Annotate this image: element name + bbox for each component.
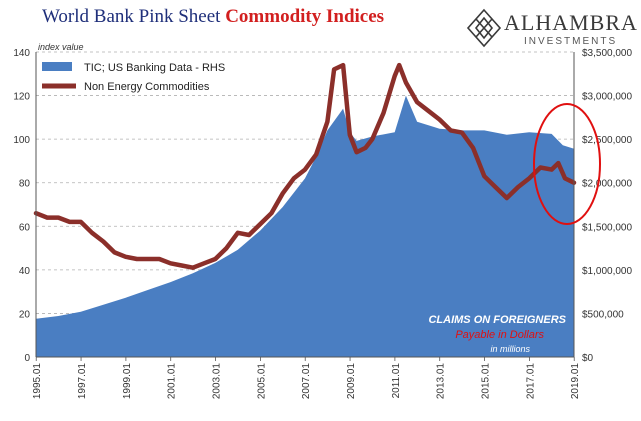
series-line-non-energy [33, 62, 577, 270]
left-tick-label: 120 [13, 92, 30, 103]
x-tick-label: 2007.01 [301, 363, 312, 400]
right-tick-label: $1,500,000 [582, 222, 632, 233]
legend-swatch-area [42, 62, 72, 71]
x-tick-label: 2015.01 [481, 363, 492, 400]
x-tick-label: 2001.01 [167, 363, 178, 400]
left-tick-label: 140 [13, 48, 30, 59]
x-tick-label: 2003.01 [212, 363, 223, 400]
x-tick-label: 2009.01 [346, 363, 357, 400]
left-tick-label: 100 [13, 135, 30, 146]
left-axis-label: index value [38, 42, 84, 52]
legend-label-line: Non Energy Commodities [84, 81, 210, 93]
x-tick-label: 2019.01 [570, 363, 581, 400]
right-tick-label: $3,000,000 [582, 92, 632, 103]
brand-name: ALHAMBRA [504, 10, 638, 35]
brand-subtitle: INVESTMENTS [524, 36, 618, 47]
chart-title: World Bank Pink Sheet Commodity Indices [42, 6, 384, 28]
x-tick-label: 1999.01 [122, 363, 133, 400]
series-area-tic [36, 95, 574, 357]
left-tick-label: 20 [19, 309, 31, 320]
annotation-line3: in millions [490, 344, 530, 354]
annotation-line2: Payable in Dollars [455, 329, 544, 341]
x-tick-label: 1997.01 [77, 363, 88, 400]
left-tick-label: 60 [19, 222, 31, 233]
annotation-line1: CLAIMS ON FOREIGNERS [428, 314, 566, 326]
x-tick-label: 2011.01 [391, 363, 402, 399]
left-tick-label: 40 [19, 266, 31, 277]
brand-logo: ALHAMBRA INVESTMENTS [466, 8, 638, 50]
right-tick-label: $2,500,000 [582, 135, 632, 146]
legend-label-area: TIC; US Banking Data - RHS [84, 62, 225, 74]
x-tick-label: 2017.01 [525, 363, 536, 400]
left-tick-label: 0 [24, 353, 30, 364]
right-tick-label: $0 [582, 353, 594, 364]
x-tick-label: 2005.01 [256, 363, 267, 400]
annotation-claims: CLAIMS ON FOREIGNERS Payable in Dollars … [428, 314, 566, 354]
right-tick-label: $3,500,000 [582, 48, 632, 59]
highlight-ellipse [533, 103, 601, 225]
right-tick-label: $500,000 [582, 309, 624, 320]
x-tick-label: 2013.01 [436, 363, 447, 400]
diamond-lattice-icon [466, 8, 502, 48]
right-tick-label: $1,000,000 [582, 266, 632, 277]
left-tick-label: 80 [19, 179, 31, 190]
x-tick-label: 1995.01 [32, 363, 43, 400]
chart-title-part2: Commodity Indices [225, 6, 385, 27]
chart-title-part1: World Bank Pink Sheet [42, 6, 226, 27]
right-tick-label: $2,000,000 [582, 179, 632, 190]
